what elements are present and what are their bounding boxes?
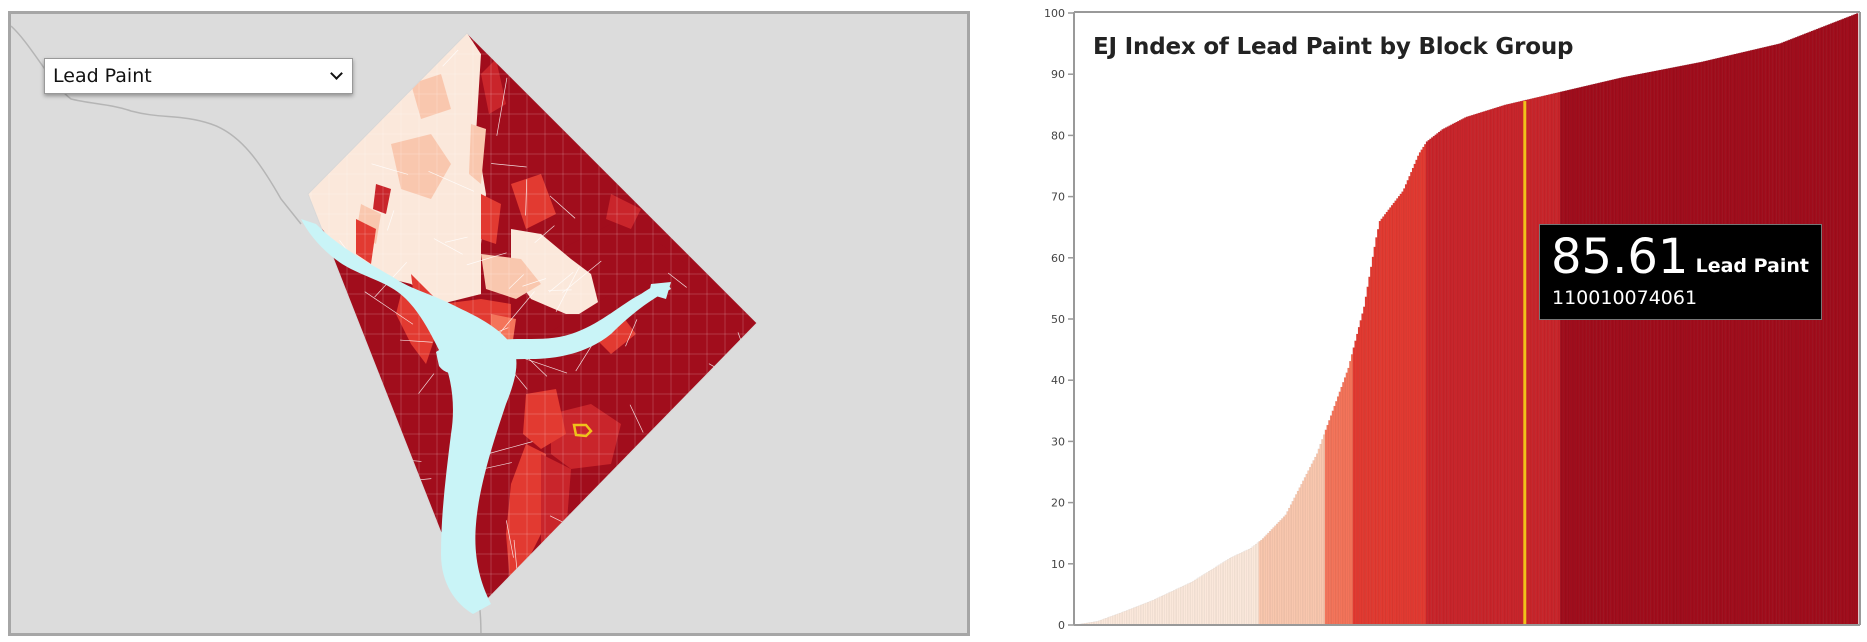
potomac-river — [301, 219, 517, 614]
block-group-region[interactable] — [391, 134, 451, 199]
block-group-region[interactable] — [591, 314, 636, 354]
block-boundary — [667, 272, 687, 288]
map-panel[interactable]: Lead Paint — [8, 11, 970, 636]
block-boundary — [505, 520, 514, 558]
block-boundary — [525, 179, 528, 216]
block-boundary — [549, 195, 576, 219]
chevron-down-icon — [330, 69, 344, 83]
selected-block-group[interactable] — [572, 423, 593, 438]
block-group-region[interactable] — [481, 59, 506, 114]
block-boundary — [528, 359, 548, 377]
block-boundary — [433, 238, 463, 255]
y-tick-label: 40 — [1051, 374, 1065, 387]
dc-choropleth-map[interactable] — [11, 14, 970, 636]
block-boundary — [522, 278, 547, 287]
block-boundary — [555, 266, 580, 312]
block-group-region[interactable] — [469, 124, 486, 184]
y-tick-label: 100 — [1044, 7, 1065, 20]
block-boundary — [629, 404, 644, 433]
y-tick-label: 20 — [1051, 497, 1065, 510]
block-boundary — [548, 289, 572, 291]
block-boundary — [625, 319, 638, 347]
chart-bar[interactable] — [1856, 13, 1859, 626]
block-boundary — [371, 163, 409, 175]
layer-select-value: Lead Paint — [53, 65, 152, 87]
block-group-region[interactable] — [523, 389, 566, 449]
rivers — [301, 219, 671, 614]
tidal-basin — [436, 348, 466, 374]
chart-title: EJ Index of Lead Paint by Block Group — [1093, 34, 1574, 60]
block-boundary — [562, 260, 602, 293]
block-boundary — [491, 163, 527, 168]
block-group-region[interactable] — [411, 74, 451, 119]
block-boundary — [548, 272, 574, 293]
block-boundary — [508, 274, 524, 289]
layer-select-dropdown[interactable]: Lead Paint — [44, 58, 353, 94]
block-group-region[interactable] — [481, 254, 541, 299]
block-group-region[interactable] — [606, 194, 641, 229]
value-tooltip: 85.61 Lead Paint 110010074061 — [1539, 224, 1822, 320]
block-boundary — [400, 339, 433, 343]
block-boundary — [444, 236, 468, 243]
block-boundary — [364, 291, 414, 325]
block-group-region[interactable] — [356, 219, 376, 264]
anacostia-river — [481, 283, 671, 364]
block-boundary — [428, 170, 475, 192]
y-tick-label: 70 — [1051, 191, 1065, 204]
dc-boundary-group[interactable] — [308, 33, 757, 614]
block-boundary — [534, 225, 555, 244]
block-boundary — [498, 291, 535, 335]
block-boundary — [482, 441, 533, 456]
y-tick-label: 80 — [1051, 129, 1065, 142]
tooltip-block-group: 110010074061 — [1552, 287, 1698, 309]
y-tick-label: 60 — [1051, 252, 1065, 265]
highlight-bar[interactable] — [1523, 101, 1527, 626]
y-tick-label: 30 — [1051, 435, 1065, 448]
block-group-region[interactable] — [451, 259, 481, 299]
y-tick-label: 50 — [1051, 313, 1065, 326]
block-group-region[interactable] — [511, 174, 556, 229]
block-boundary — [418, 373, 435, 394]
y-tick-label: 0 — [1058, 619, 1065, 632]
y-tick-label: 10 — [1051, 558, 1065, 571]
block-boundary — [496, 77, 508, 136]
block-group-region[interactable] — [373, 184, 391, 214]
tooltip-layer: Lead Paint — [1695, 255, 1809, 277]
tooltip-value: 85.61 — [1551, 229, 1689, 285]
block-group-region[interactable] — [396, 294, 436, 364]
block-boundary — [466, 252, 507, 266]
block-boundary — [387, 210, 395, 231]
block-group-region[interactable] — [481, 194, 501, 244]
kingman-lake — [649, 282, 671, 299]
block-boundary — [442, 49, 459, 67]
y-tick-label: 90 — [1051, 68, 1065, 81]
